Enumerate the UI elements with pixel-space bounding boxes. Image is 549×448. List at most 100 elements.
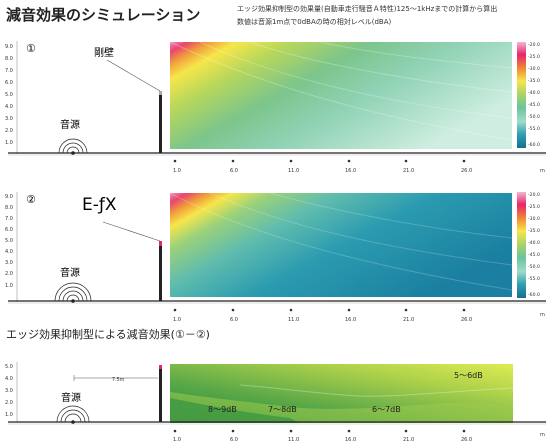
colorbar-label: -20.0 bbox=[528, 192, 540, 198]
y-tick: 2.0 bbox=[5, 400, 13, 406]
panel-3-x-ticks: 1.0 6.0 11.0 16.0 21.0 26.0 m bbox=[173, 432, 545, 443]
panel-2-sound-field bbox=[170, 193, 512, 297]
x-tick: 1.0 bbox=[173, 317, 181, 323]
colorbar-label: -40.0 bbox=[528, 90, 540, 96]
panel-3-wall bbox=[159, 369, 162, 422]
panel-1-wall bbox=[159, 95, 162, 153]
note-line-1: エッジ効果抑制型の効果量(自動車走行騒音Ａ特性)125～1kHzまでの計算から算… bbox=[237, 5, 498, 13]
colorbar-label: -35.0 bbox=[528, 228, 540, 234]
x-tick: 6.0 bbox=[230, 437, 238, 443]
panel-1-sound-field bbox=[170, 42, 512, 149]
colorbar-label: -30.0 bbox=[528, 66, 540, 72]
x-tick: 16.0 bbox=[345, 317, 356, 323]
panel-1-colorbar bbox=[517, 42, 526, 148]
zone-label: 7～8dB bbox=[268, 405, 297, 414]
panel-2-x-ticks: 1.0 6.0 11.0 16.0 21.0 26.0 m bbox=[173, 312, 545, 323]
panel-2-y-ticks: 9.0 8.0 7.0 6.0 5.0 4.0 3.0 2.0 1.0 bbox=[5, 194, 13, 289]
panel-3-y-ticks: 5.0 4.0 3.0 2.0 1.0 bbox=[5, 364, 13, 418]
zone-label: 5～6dB bbox=[454, 371, 483, 380]
y-tick: 2.0 bbox=[5, 271, 13, 277]
panel-1: ① 9.0 8.0 7.0 6.0 5.0 4.0 3.0 2.0 1.0 剛壁… bbox=[5, 36, 546, 186]
y-tick: 4.0 bbox=[5, 249, 13, 255]
distance-label: 7.5m bbox=[112, 377, 125, 383]
colorbar-label: -50.0 bbox=[528, 264, 540, 270]
colorbar-label: -40.0 bbox=[528, 240, 540, 246]
y-tick: 5.0 bbox=[5, 364, 13, 370]
panel-2-source-point bbox=[71, 299, 75, 303]
panel-1-x-ticks: 1.0 6.0 11.0 16.0 21.0 26.0 m bbox=[173, 168, 545, 174]
y-tick: 1.0 bbox=[5, 140, 13, 146]
difference-heading: エッジ効果抑制型による減音効果(①－②) bbox=[6, 328, 210, 341]
panel-2: ② 9.0 8.0 7.0 6.0 5.0 4.0 3.0 2.0 1.0 E-… bbox=[5, 192, 546, 323]
y-tick: 5.0 bbox=[5, 238, 13, 244]
panel-2-source-waves bbox=[54, 282, 92, 302]
x-tick: 21.0 bbox=[403, 317, 414, 323]
panel-2-wall-label: E-ƒX bbox=[82, 195, 117, 215]
note-line-2: 数値は音源1m点で0dBAの時の相対レベル(dBA) bbox=[237, 18, 392, 26]
y-tick: 8.0 bbox=[5, 205, 13, 211]
panel-2-source-label: 音源 bbox=[60, 266, 80, 279]
colorbar-label: -55.0 bbox=[528, 126, 540, 132]
y-tick: 7.0 bbox=[5, 68, 13, 74]
x-tick: 1.0 bbox=[173, 437, 181, 443]
y-tick: 6.0 bbox=[5, 227, 13, 233]
y-tick: 6.0 bbox=[5, 80, 13, 86]
x-tick: 26.0 bbox=[461, 168, 472, 174]
colorbar-label: -60.0 bbox=[528, 292, 540, 298]
x-unit: m bbox=[540, 168, 545, 174]
y-tick: 3.0 bbox=[5, 116, 13, 122]
panel-1-source-point bbox=[71, 151, 75, 155]
x-tick: 21.0 bbox=[403, 437, 414, 443]
panel-2-wall bbox=[159, 246, 162, 301]
x-tick: 26.0 bbox=[461, 437, 472, 443]
colorbar-label: -60.0 bbox=[528, 142, 540, 148]
panel-3-source-label: 音源 bbox=[61, 391, 81, 404]
y-tick: 9.0 bbox=[5, 44, 13, 50]
y-tick: 4.0 bbox=[5, 376, 13, 382]
x-tick: 11.0 bbox=[288, 317, 299, 323]
x-tick: 16.0 bbox=[345, 437, 356, 443]
panel-3: 5.0 4.0 3.0 2.0 1.0 7.5m 音源 8～9dB 7～8dB … bbox=[5, 362, 546, 443]
y-tick: 9.0 bbox=[5, 194, 13, 200]
y-tick: 2.0 bbox=[5, 128, 13, 134]
x-tick: 11.0 bbox=[288, 168, 299, 174]
colorbar-label: -20.0 bbox=[528, 42, 540, 48]
x-unit: m bbox=[540, 432, 545, 438]
panel-1-colorbar-labels: -20.0 -25.0 -30.0 -35.0 -40.0 -45.0 -50.… bbox=[528, 42, 540, 148]
colorbar-label: -55.0 bbox=[528, 276, 540, 282]
panel-2-colorbar bbox=[517, 192, 526, 298]
colorbar-label: -35.0 bbox=[528, 78, 540, 84]
x-tick: 26.0 bbox=[461, 317, 472, 323]
colorbar-label: -25.0 bbox=[528, 204, 540, 210]
x-tick: 16.0 bbox=[345, 168, 356, 174]
zone-label: 6～7dB bbox=[372, 405, 401, 414]
x-tick: 6.0 bbox=[230, 317, 238, 323]
zone-label: 8～9dB bbox=[208, 405, 237, 414]
colorbar-label: -45.0 bbox=[528, 252, 540, 258]
panel-3-source-point bbox=[71, 420, 75, 424]
y-tick: 5.0 bbox=[5, 92, 13, 98]
x-unit: m bbox=[540, 312, 545, 318]
colorbar-label: -25.0 bbox=[528, 54, 540, 60]
x-tick: 6.0 bbox=[230, 168, 238, 174]
y-tick: 3.0 bbox=[5, 388, 13, 394]
panel-1-source-waves bbox=[58, 138, 88, 154]
colorbar-label: -50.0 bbox=[528, 114, 540, 120]
y-tick: 7.0 bbox=[5, 216, 13, 222]
page-title: 減音効果のシミュレーション bbox=[6, 6, 201, 24]
y-tick: 8.0 bbox=[5, 56, 13, 62]
colorbar-label: -45.0 bbox=[528, 102, 540, 108]
panel-1-wall-label: 剛壁 bbox=[94, 46, 114, 59]
y-tick: 1.0 bbox=[5, 412, 13, 418]
y-tick: 4.0 bbox=[5, 104, 13, 110]
x-tick: 21.0 bbox=[403, 168, 414, 174]
panel-3-source-waves bbox=[56, 405, 90, 423]
x-tick: 1.0 bbox=[173, 168, 181, 174]
colorbar-label: -30.0 bbox=[528, 216, 540, 222]
panel-1-source-label: 音源 bbox=[60, 118, 80, 131]
y-tick: 3.0 bbox=[5, 260, 13, 266]
x-tick: 11.0 bbox=[288, 437, 299, 443]
panel-2-number: ② bbox=[26, 193, 36, 206]
panel-1-number: ① bbox=[26, 42, 36, 55]
